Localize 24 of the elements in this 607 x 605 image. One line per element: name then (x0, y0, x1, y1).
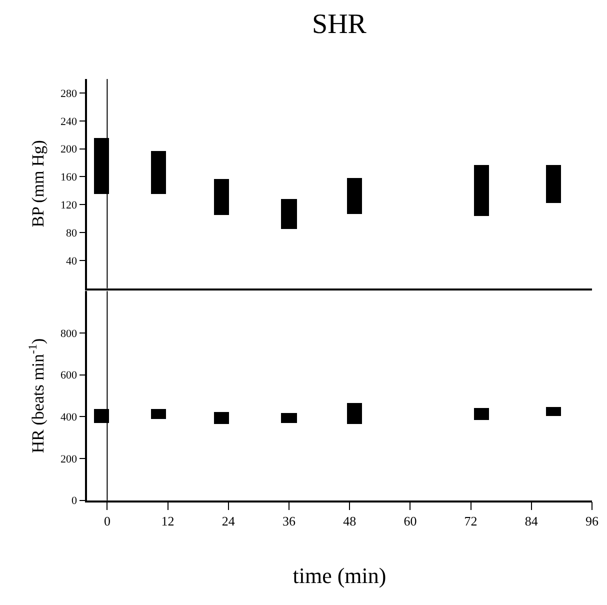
x-tick-label: 84 (524, 514, 538, 529)
y-tick-label: 200 (60, 453, 78, 466)
y-axis-title: BP (mm Hg) (28, 140, 48, 228)
y-tick-label: 600 (60, 370, 78, 382)
y-tick-label: 120 (60, 199, 78, 212)
y-tick-label: 0 (72, 495, 78, 508)
x-tick-label: 36 (282, 514, 296, 529)
x-tick-label: 0 (104, 514, 110, 529)
x-tick-label: 96 (586, 514, 599, 529)
x-tick-label: 24 (222, 514, 236, 529)
y-tick-label: 200 (60, 144, 78, 156)
x-tick-label: 60 (404, 514, 417, 529)
chart-title: SHR (312, 9, 367, 40)
y-tick-label: 80 (66, 227, 78, 240)
y-tick-label: 400 (60, 412, 78, 424)
x-tick-label: 48 (343, 514, 356, 529)
y-tick-label: 40 (66, 255, 78, 268)
x-tick-label: 12 (161, 514, 174, 529)
x-tick-label: 72 (464, 514, 478, 529)
y-tick-label: 800 (60, 328, 78, 340)
x-axis-title: time (min) (292, 563, 386, 588)
y-tick-label: 240 (60, 116, 78, 128)
y-tick-label: 280 (60, 88, 78, 100)
y-tick-label: 160 (60, 172, 78, 184)
